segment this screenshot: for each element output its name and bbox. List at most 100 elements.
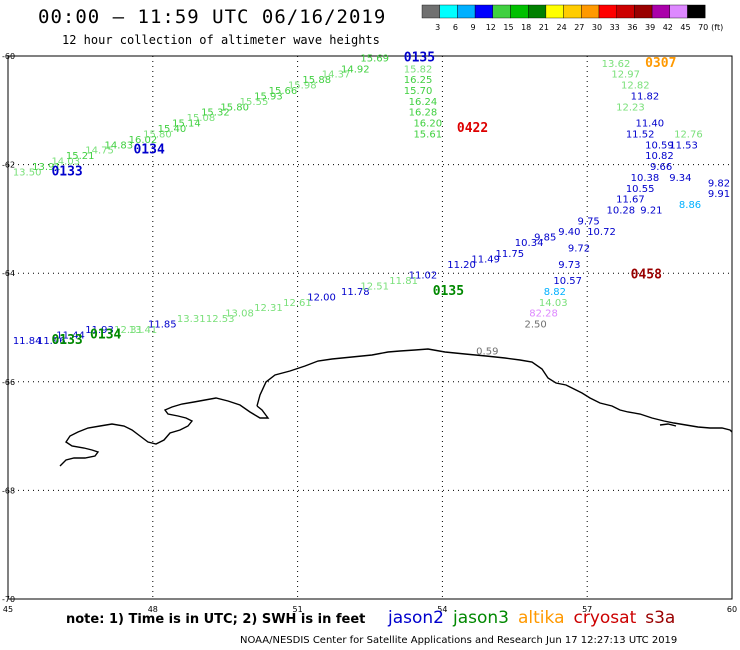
color-scale-swatch <box>545 4 564 19</box>
wave-height-label: 9.82 <box>708 178 730 189</box>
wave-height-label: 15.70 <box>404 86 433 97</box>
wave-height-label: 16.28 <box>409 108 438 119</box>
color-scale-swatch <box>598 4 617 19</box>
wave-height-label: 15.82 <box>404 64 433 75</box>
wave-height-label: 9.73 <box>558 260 580 271</box>
wave-height-label: 11.85 <box>148 320 177 331</box>
color-scale-label: 21 <box>539 23 549 32</box>
wave-height-label: 82.28 <box>529 309 558 320</box>
color-scale-swatch <box>510 4 529 19</box>
color-scale-label: 39 <box>645 23 655 32</box>
wave-height-label: 12.31 <box>254 303 283 314</box>
wave-height-label: 11.44 <box>56 330 85 341</box>
legend-item-jason2: jason2 <box>388 608 444 628</box>
wave-height-label: 12.61 <box>283 298 312 309</box>
pass-time-label: 0458 <box>631 268 662 283</box>
wave-height-label: 15.21 <box>66 151 95 162</box>
wave-height-label: 9.85 <box>534 233 556 244</box>
wave-height-label: 15.55 <box>240 97 269 108</box>
coastline-west <box>59 397 270 467</box>
wave-height-label: 15.66 <box>269 86 298 97</box>
color-scale-swatch <box>634 4 653 19</box>
wave-height-label: 14.37 <box>322 70 351 81</box>
wave-height-label: 13.41 <box>129 325 158 336</box>
color-scale-unit: (ft) <box>711 23 723 32</box>
satellite-legend: jason2 jason3 altika cryosat s3a <box>388 608 684 628</box>
x-tick-label: 51 <box>293 605 303 614</box>
wave-height-label: 16.24 <box>409 97 438 108</box>
wave-height-label: 9.40 <box>558 227 580 238</box>
wave-height-label: 11.82 <box>631 91 660 102</box>
x-tick-label: 54 <box>437 605 447 614</box>
wave-height-label: 8.82 <box>544 287 566 298</box>
color-scale-swatch <box>439 4 458 19</box>
color-scale-swatch <box>581 4 600 19</box>
legend-item-altika: altika <box>518 608 565 628</box>
wave-height-label: 12.53 <box>206 314 235 325</box>
color-scale-label: 15 <box>503 23 513 32</box>
wave-height-label: 10.82 <box>645 151 674 162</box>
wave-height-label: 10.72 <box>587 227 616 238</box>
wave-height-label: 15.32 <box>201 108 230 119</box>
wave-height-label: 15.98 <box>288 81 317 92</box>
pass-time-label: 0134 <box>133 143 164 158</box>
legend-item-jason3: jason3 <box>453 608 509 628</box>
x-tick-label: 45 <box>3 605 13 614</box>
pass-time-label: 0307 <box>645 56 676 71</box>
wave-height-label: 13.08 <box>225 309 254 320</box>
wave-height-label: 11.40 <box>635 119 664 130</box>
wave-height-labels: 13.5013.9114.0315.2114.7514.8316.0215.80… <box>13 50 730 357</box>
legend-item-cryosat: cryosat <box>573 608 637 628</box>
wave-height-label: 15.80 <box>143 129 172 140</box>
color-scale-swatch <box>563 4 582 19</box>
wave-height-label: 10.34 <box>515 238 544 249</box>
wave-height-label: 11.96 <box>37 336 66 347</box>
wave-height-label: 10.38 <box>631 173 660 184</box>
y-tick-label: -64 <box>2 269 15 278</box>
wave-height-label: 2.50 <box>524 320 546 331</box>
wave-height-label: 15.93 <box>254 91 283 102</box>
wave-height-label: 11.75 <box>495 249 524 260</box>
wave-height-label: 12.82 <box>621 81 650 92</box>
wave-height-label: 9.72 <box>568 243 590 254</box>
wave-height-label: 11.02 <box>409 271 438 282</box>
wave-height-label: 12.76 <box>674 129 703 140</box>
color-scale-label: 45 <box>680 23 690 32</box>
wave-height-label: 8.86 <box>679 200 701 211</box>
wave-height-label: 15.61 <box>413 129 442 140</box>
wave-height-label: 11.20 <box>447 260 476 271</box>
wave-height-label: 12.31 <box>114 325 143 336</box>
color-scale-label: 24 <box>557 23 567 32</box>
wave-height-label: 11.93 <box>85 325 114 336</box>
wave-height-label: 11.78 <box>341 287 370 298</box>
pass-time-label: 0133 <box>51 164 82 179</box>
wave-height-label: 9.75 <box>578 216 600 227</box>
wave-height-label: 14.92 <box>341 64 370 75</box>
wave-height-label: 9.21 <box>640 205 662 216</box>
wave-height-label: 15.88 <box>302 75 331 86</box>
color-scale-swatch <box>651 4 670 19</box>
wave-height-label: 13.62 <box>602 59 631 70</box>
y-tick-label: -62 <box>2 161 15 170</box>
wave-height-label: 10.28 <box>607 205 636 216</box>
y-tick-label: -66 <box>2 378 15 387</box>
page-title: 00:00 – 11:59 UTC 06/16/2019 <box>38 6 387 28</box>
wave-height-label: 11.81 <box>389 276 418 287</box>
pass-time-label: 0135 <box>404 50 435 65</box>
wave-height-label: 11.84 <box>13 336 42 347</box>
color-scale-swatch <box>492 4 511 19</box>
wave-height-label: 12.51 <box>360 281 389 292</box>
color-scale-label: 42 <box>663 23 673 32</box>
wave-height-label: 9.66 <box>650 162 672 173</box>
x-tick-label: 48 <box>148 605 158 614</box>
wave-height-label: 15.40 <box>158 124 187 135</box>
x-tick-label: 60 <box>727 605 737 614</box>
footer-credit: NOAA/NESDIS Center for Satellite Applica… <box>240 635 678 646</box>
pass-time-label: 0422 <box>457 121 488 136</box>
wave-height-label: 11.67 <box>616 195 645 206</box>
wave-height-label: 15.14 <box>172 119 201 130</box>
wave-height-label: 13.91 <box>32 162 61 173</box>
wave-height-label: 0.59 <box>476 347 498 358</box>
wave-height-label: 13.31 <box>177 314 206 325</box>
